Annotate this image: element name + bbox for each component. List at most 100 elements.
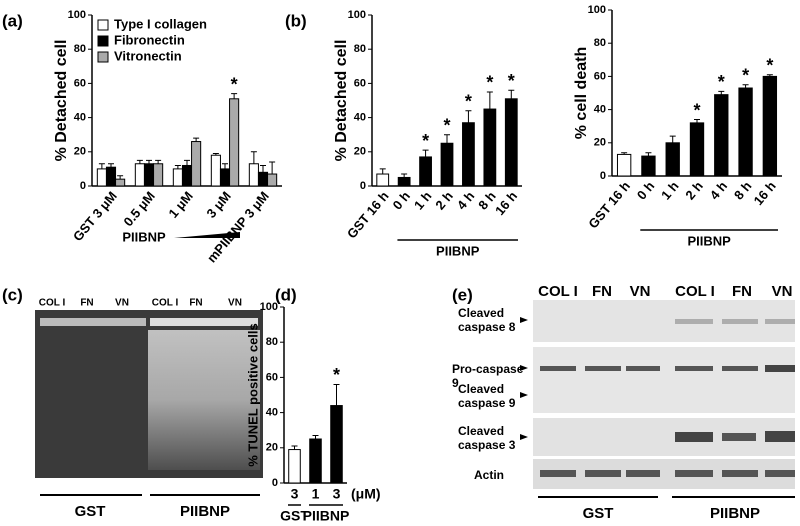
y-tick-label: 20 <box>74 146 86 158</box>
error-bar <box>645 152 652 157</box>
error-bar <box>742 84 749 89</box>
lane-label: VN <box>772 283 793 300</box>
error-bar <box>212 153 219 156</box>
x-tick-label: 3 μM <box>203 188 234 220</box>
bar <box>219 168 231 187</box>
y-tick-label: 0 <box>600 170 606 182</box>
error-bar <box>465 110 472 123</box>
y-tick-label: 80 <box>594 37 606 49</box>
gel-smear <box>148 330 260 470</box>
significance-mark: * <box>508 71 515 91</box>
y-tick-label: 80 <box>354 43 366 55</box>
bar <box>210 154 221 187</box>
x-tick-label: GST 16 h <box>585 178 633 231</box>
y-tick-label: 100 <box>68 9 86 21</box>
error-bar <box>250 151 257 164</box>
bar <box>397 176 411 187</box>
error-bar <box>231 93 238 99</box>
error-bar <box>222 163 228 169</box>
bar <box>288 449 301 484</box>
y-tick-label: 20 <box>266 442 278 454</box>
bar <box>134 163 145 187</box>
error-bar <box>486 91 493 110</box>
x-tick-label: 3 <box>291 486 299 502</box>
y-axis-label: % TUNEL positive cells <box>245 323 260 467</box>
y-tick-label: 100 <box>348 9 366 21</box>
error-bar <box>401 173 408 178</box>
error-bar <box>174 164 181 169</box>
lane-label: FN <box>80 298 93 309</box>
y-tick-label: 40 <box>266 407 278 419</box>
significance-mark: * <box>718 72 725 92</box>
bar <box>143 163 155 187</box>
lane-label: FN <box>189 298 202 309</box>
significance-mark: * <box>486 73 493 93</box>
error-bar <box>117 175 124 180</box>
bar <box>105 166 117 187</box>
y-tick-label: 60 <box>74 77 86 89</box>
bar <box>419 156 432 187</box>
group-label: PIIBNP <box>710 505 760 522</box>
panel-label: (d) <box>275 285 297 304</box>
y-axis-label: % Detached cell <box>333 40 350 162</box>
legend-label: Vitronectin <box>114 48 182 63</box>
gel-well-band <box>150 318 258 326</box>
x-tick-label: 0 h <box>634 178 658 202</box>
bar <box>309 438 322 484</box>
legend-swatch <box>97 51 109 63</box>
y-tick-label: 80 <box>266 336 278 348</box>
y-tick-label: 20 <box>594 137 606 149</box>
row-label: Cleaved caspase 9 <box>458 382 516 410</box>
significance-mark: * <box>422 131 429 151</box>
y-tick-label: 100 <box>260 301 278 313</box>
panel-label: (e) <box>452 285 473 304</box>
y-tick-label: 0 <box>272 477 278 489</box>
significance-mark: * <box>465 92 472 112</box>
bar <box>689 122 705 177</box>
bar <box>267 173 278 187</box>
lane-label: COL I <box>538 283 578 300</box>
y-axis-label: % Detached cell <box>53 40 70 162</box>
error-bar <box>136 159 143 164</box>
significance-mark: * <box>742 65 749 85</box>
lane-label: VN <box>115 298 129 309</box>
bar <box>257 171 269 187</box>
bar <box>738 87 753 177</box>
group-label: PIIBNP <box>122 229 166 244</box>
group-label: GST <box>583 505 614 522</box>
x-tick-label: GST 3 μM <box>70 188 120 244</box>
error-bar <box>108 163 114 168</box>
error-bar <box>621 152 628 155</box>
error-bar <box>508 89 515 99</box>
panel-label: (b) <box>285 11 307 30</box>
error-bar <box>260 164 266 173</box>
bar <box>616 153 632 177</box>
bar <box>762 75 778 177</box>
row-label: Pro-caspase 9 <box>452 362 524 390</box>
unit-label: (μM) <box>351 486 381 502</box>
row-label: Actin <box>474 468 504 482</box>
legend-label: Fibronectin <box>114 32 185 47</box>
error-bar <box>379 168 386 175</box>
error-bar <box>291 445 298 450</box>
error-bar <box>312 434 319 439</box>
bar <box>229 98 240 187</box>
y-tick-label: 0 <box>80 180 86 192</box>
x-tick-label: 4 h <box>454 188 478 212</box>
bar <box>714 94 729 177</box>
y-tick-label: 80 <box>74 43 86 55</box>
lane-label: COL I <box>39 298 66 309</box>
panel-label: (a) <box>2 11 23 30</box>
lane-label: VN <box>228 298 242 309</box>
significance-mark: * <box>693 100 700 120</box>
y-tick-label: 60 <box>594 70 606 82</box>
group-label: PIIBNP <box>303 508 350 524</box>
gel-well-band <box>40 318 146 326</box>
x-tick-label: 2 h <box>682 178 706 202</box>
concentration-wedge <box>174 232 240 238</box>
bar <box>153 163 164 187</box>
bar <box>248 163 259 187</box>
error-bar <box>422 149 429 157</box>
legend-swatch <box>97 19 109 31</box>
legend-label: Type I collagen <box>114 16 207 31</box>
